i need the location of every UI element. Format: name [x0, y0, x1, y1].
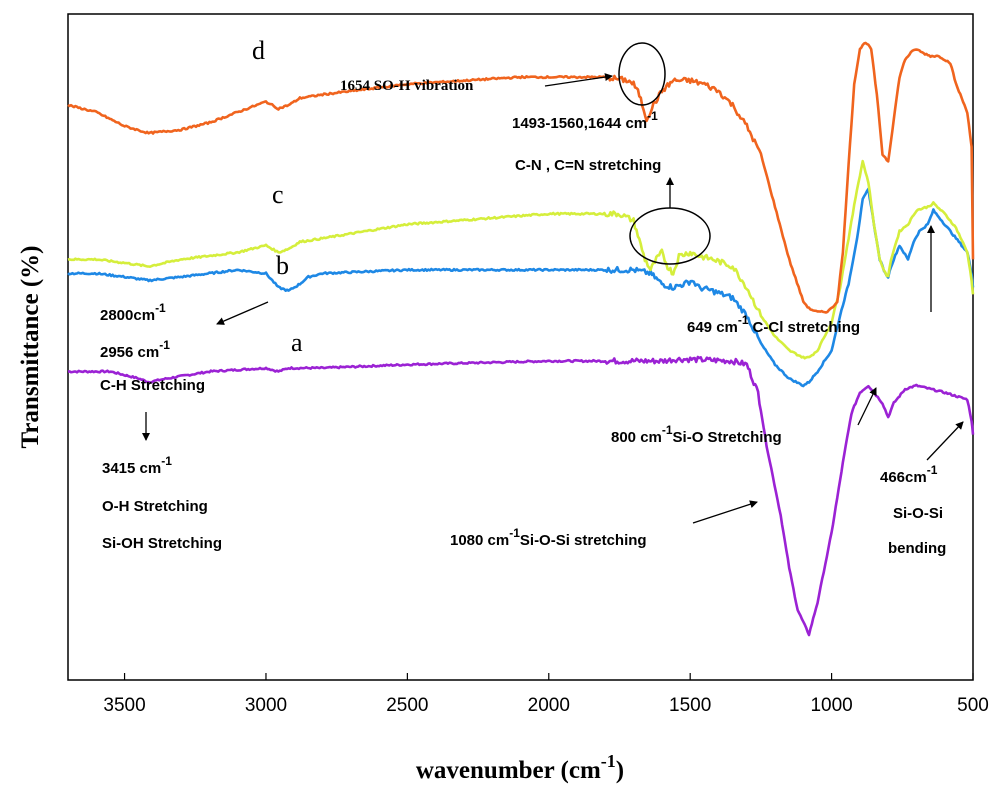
so-h-circle	[618, 42, 666, 106]
ch-2956-annotation: 2956 cm-1	[100, 338, 170, 361]
curve-label-d: d	[252, 36, 265, 65]
ch-2956-text: 2956 cm	[100, 344, 159, 361]
plot-frame	[67, 13, 974, 681]
cn-range-annotation: 1493-1560,1644 cm-1	[512, 109, 658, 132]
curve-label-c: c	[272, 180, 284, 209]
oh-label-annotation: O-H Stretching	[102, 498, 208, 515]
x-tick-label-2000: 2000	[528, 695, 570, 716]
oh-sup: -1	[161, 454, 172, 468]
sios-annotation: 1080 cm-1Si-O-Si stretching	[450, 526, 647, 549]
series-line-c	[67, 159, 975, 360]
ccl-label: C-Cl stretching	[753, 319, 861, 336]
sio-label: Si-O Stretching	[673, 429, 782, 446]
cn-circle	[629, 207, 711, 265]
x-tick-label-500: 500	[957, 695, 989, 716]
x-axis-title: wavenumber (cm-1)	[416, 751, 624, 784]
sio-arrow	[857, 387, 877, 426]
ch-2800-annotation: 2800cm-1	[100, 301, 166, 324]
x-axis-ticks: 3500 3000 2500 2000 1500 1000 500	[103, 673, 989, 716]
bend-label-1: Si-O-Si	[893, 505, 943, 522]
x-tick-label-2500: 2500	[386, 695, 428, 716]
ccl-sup: -1	[738, 313, 749, 327]
sio-num: 800 cm	[611, 429, 662, 446]
x-axis-title-text: wavenumber (cm	[416, 757, 601, 784]
so-h-arrow	[544, 73, 613, 87]
ch-arrow	[216, 301, 269, 325]
cn-range-sup: -1	[647, 109, 658, 123]
sio-sup: -1	[662, 423, 673, 437]
sio-annotation: 800 cm-1Si-O Stretching	[611, 423, 782, 446]
bend-label-2: bending	[888, 540, 946, 557]
ch-2800-text: 2800cm	[100, 307, 155, 324]
x-tick-label-3500: 3500	[103, 695, 145, 716]
series-line-d	[67, 41, 975, 314]
cn-label-annotation: C-N , C=N stretching	[515, 157, 661, 174]
x-axis-title-sup: -1	[601, 751, 616, 771]
x-tick-label-1500: 1500	[669, 695, 711, 716]
curve-label-b: b	[276, 251, 289, 280]
y-axis-title: Transmittance (%)	[17, 246, 44, 449]
bend-sup: -1	[927, 463, 938, 477]
x-tick-label-1000: 1000	[810, 695, 852, 716]
oh-num: 3415 cm	[102, 460, 161, 477]
so-h-annotation: 1654 SO-H vibration	[340, 78, 474, 94]
ch-2956-sup: -1	[159, 338, 170, 352]
sioh-label-annotation: Si-OH Stretching	[102, 535, 222, 552]
sios-num: 1080 cm	[450, 532, 509, 549]
sios-sup: -1	[509, 526, 520, 540]
ch-label-annotation: C-H Stretching	[100, 377, 205, 394]
ccl-annotation: 649 cm-1 C-Cl stretching	[687, 313, 860, 336]
sios-arrow	[692, 500, 758, 524]
series-layer	[67, 41, 975, 637]
oh-num-annotation: 3415 cm-1	[102, 454, 172, 477]
cn-range-text: 1493-1560,1644 cm	[512, 115, 647, 132]
series-line-b	[67, 187, 975, 388]
sios-label: Si-O-Si stretching	[520, 532, 647, 549]
bend-annotation: 466cm-1	[880, 463, 938, 486]
bend-arrow	[926, 421, 964, 461]
ch-2800-sup: -1	[155, 301, 166, 315]
curve-label-a: a	[291, 328, 303, 357]
ccl-num: 649 cm	[687, 319, 738, 336]
series-line-a	[67, 355, 975, 637]
bend-num: 466cm	[880, 469, 927, 486]
x-axis-title-close: )	[616, 757, 624, 784]
x-tick-label-3000: 3000	[245, 695, 287, 716]
